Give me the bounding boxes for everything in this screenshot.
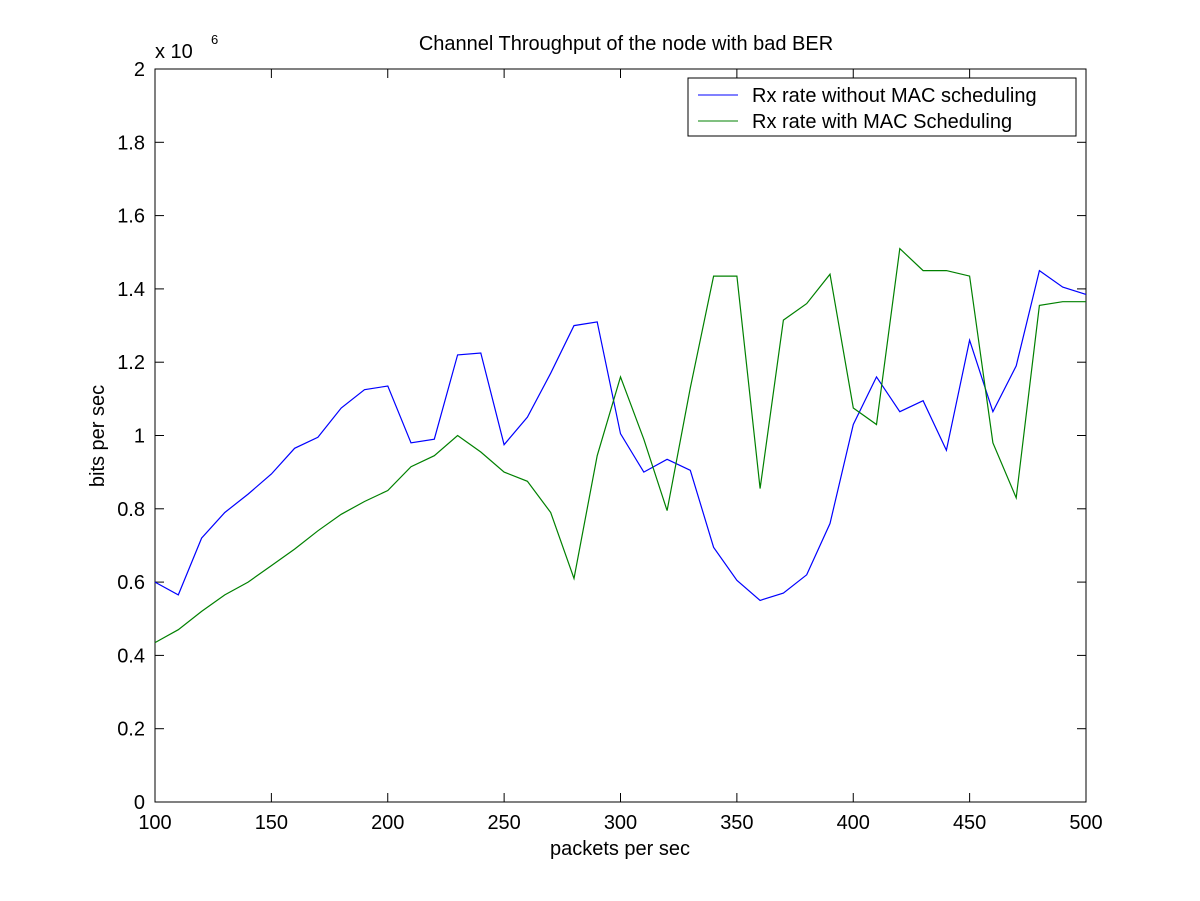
series-line-2 (154, 247, 1086, 644)
y-tick-label: 1.4 (117, 279, 145, 301)
x-tick-label: 150 (255, 812, 288, 834)
y-tick-label: 0.8 (117, 499, 145, 521)
x-tick-label: 350 (720, 812, 753, 834)
y-tick-label: 1.8 (117, 132, 145, 154)
series-line-1 (154, 269, 1087, 602)
y-multiplier-exponent: 6 (211, 32, 218, 47)
y-multiplier-base: x 10 (155, 41, 193, 63)
y-tick-label: 0.2 (117, 719, 145, 741)
x-tick-label: 400 (837, 812, 870, 834)
x-tick-label: 300 (604, 812, 637, 834)
x-tick-label: 250 (487, 812, 520, 834)
y-tick-labels: 0 0.2 0.4 0.6 0.8 1 1.2 1.4 1.6 1.8 2 (117, 59, 145, 814)
y-tick-label: 1.6 (117, 206, 145, 228)
x-tick-label: 500 (1069, 812, 1102, 834)
x-tick-label: 100 (138, 812, 171, 834)
x-tick-label: 200 (371, 812, 404, 834)
legend: Rx rate without MAC scheduling Rx rate w… (687, 77, 1077, 137)
x-axis-label: packets per sec (550, 838, 690, 860)
legend-box (687, 77, 1077, 137)
y-axis-label: bits per sec (87, 385, 109, 487)
y-tick-label: 1.2 (117, 352, 145, 374)
y-tick-label: 0 (134, 792, 145, 814)
legend-label-series-1: Rx rate without MAC scheduling (752, 85, 1037, 107)
y-tick-label: 0.6 (117, 572, 145, 594)
series-lines (154, 247, 1087, 644)
x-tick-labels: 100 150 200 250 300 350 400 450 500 (138, 812, 1102, 834)
x-tick-label: 450 (953, 812, 986, 834)
y-tick-label: 1 (134, 426, 145, 448)
axis-ticks (154, 68, 1087, 803)
plot-area (154, 68, 1087, 803)
y-multiplier: x 10 6 (155, 32, 218, 63)
y-tick-label: 2 (134, 59, 145, 81)
legend-label-series-2: Rx rate with MAC Scheduling (752, 111, 1012, 133)
chart-title: Channel Throughput of the node with bad … (419, 33, 833, 55)
y-tick-label: 0.4 (117, 645, 145, 667)
